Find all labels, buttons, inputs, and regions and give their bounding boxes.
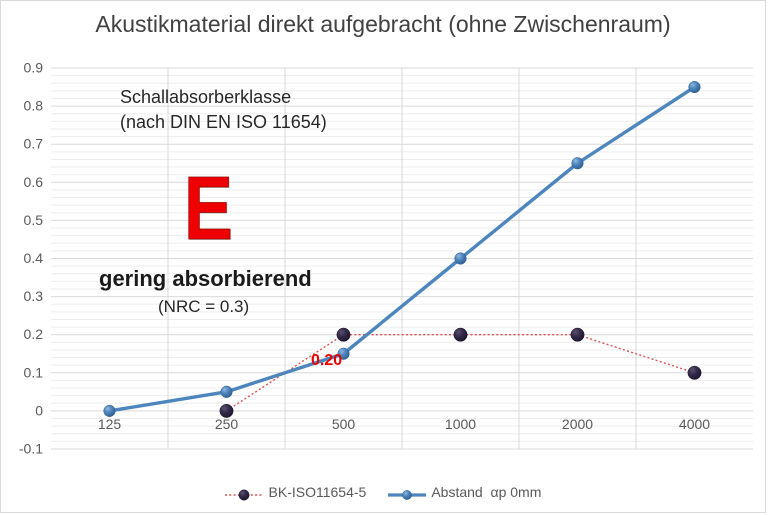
svg-text:125: 125	[98, 416, 122, 432]
svg-text:0.7: 0.7	[24, 136, 44, 152]
svg-text:1000: 1000	[445, 416, 476, 432]
svg-text:0.5: 0.5	[24, 212, 44, 228]
svg-text:250: 250	[215, 416, 239, 432]
svg-text:0.9: 0.9	[24, 60, 44, 76]
svg-text:0.8: 0.8	[24, 98, 44, 114]
svg-text:E: E	[184, 159, 233, 259]
svg-text:0.6: 0.6	[24, 174, 44, 190]
svg-text:500: 500	[332, 416, 356, 432]
svg-text:0.20: 0.20	[311, 352, 342, 369]
svg-text:2000: 2000	[562, 416, 593, 432]
svg-text:0.4: 0.4	[24, 250, 44, 266]
svg-text:-0.1: -0.1	[19, 441, 43, 457]
svg-text:4000: 4000	[679, 416, 710, 432]
svg-text:0.2: 0.2	[24, 326, 44, 342]
svg-text:0.3: 0.3	[24, 288, 44, 304]
svg-text:0.1: 0.1	[24, 364, 44, 380]
svg-text:0: 0	[35, 402, 43, 418]
